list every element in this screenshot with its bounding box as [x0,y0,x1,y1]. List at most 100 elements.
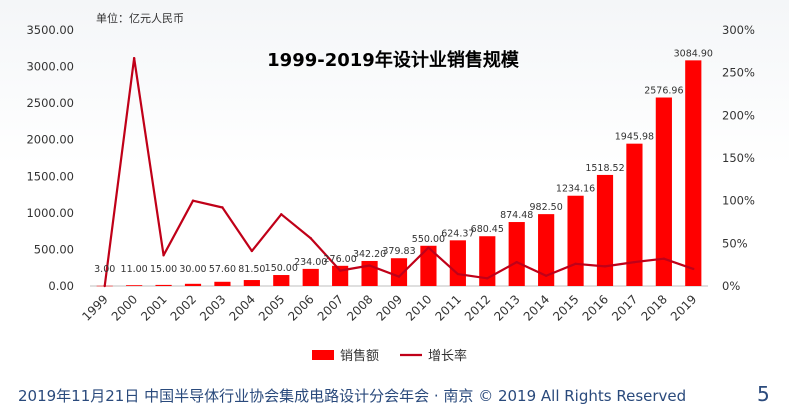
bar-2009 [390,258,408,286]
footer-text: 2019年11月21日 中国半导体行业协会集成电路设计分会年会 · 南京 © 2… [18,387,687,405]
growth-rate-point-2014 [544,274,548,277]
growth-rate-point-2001 [162,254,165,257]
bar-2005 [273,275,290,286]
bar-2001 [155,284,172,286]
legend-label-sales: 销售额 [340,348,379,364]
y-right-tick-label: 250% [722,66,755,80]
x-tick-label: 2017 [609,292,640,323]
x-tick-label: 2016 [580,292,611,323]
bar-2011 [449,240,466,286]
bar-2018 [655,97,672,286]
growth-rate-point-2004 [250,249,254,253]
bar-value-label: 234.00 [294,257,327,268]
x-tick-label: 2006 [285,292,316,323]
y-left-tick-label: 0.00 [48,279,74,293]
x-tick-label: 2001 [138,292,169,323]
x-tick-label: 2005 [256,292,287,323]
growth-rate-point-2019 [692,267,695,271]
x-tick-label: 2004 [226,292,257,323]
x-tick-label: 2002 [168,292,199,323]
growth-rate-point-2015 [574,262,577,266]
growth-rate-point-2013 [515,260,518,264]
y-right-tick-label: 50% [722,236,748,250]
growth-rate-point-2018 [662,257,666,260]
x-tick-label: 1999 [79,292,110,323]
growth-rate-point-2000 [132,56,136,60]
bar-value-label: 11.00 [121,264,148,275]
bar-value-label: 81.50 [238,264,265,275]
growth-rate-point-2009 [397,275,401,278]
bar-2010 [420,245,437,286]
bar-value-label: 3084.90 [674,48,713,59]
bar-2003 [214,281,231,286]
x-tick-label: 2019 [668,292,699,323]
bar-2015 [567,195,584,286]
bar-value-label: 30.00 [179,264,206,275]
legend-label-growth: 增长率 [428,348,467,364]
x-tick-label: 2011 [432,292,463,323]
growth-rate-point-2007 [338,269,342,272]
page-number: 5 [757,382,770,406]
y-right-tick-label: 200% [722,108,755,122]
y-left-tick-label: 3000.00 [26,60,74,74]
growth-rate-point-2005 [280,213,283,216]
legend-swatch-sales [312,350,334,360]
bar-2012 [479,236,496,286]
x-tick-label: 2015 [550,292,581,323]
bar-2016 [596,174,614,286]
growth-rate-point-2003 [221,206,224,209]
bar-2006 [302,268,319,286]
bar-2000 [126,285,143,286]
growth-rate-point-2010 [427,246,430,249]
bar-value-label: 342.20 [353,249,386,260]
x-tick-label: 2000 [109,292,140,323]
bar-value-label: 2576.96 [644,86,683,97]
bar-value-label: 1234.16 [556,184,595,195]
y-right-tick-label: 150% [722,151,755,165]
bar-value-label: 379.83 [382,246,415,257]
footer: 2019年11月21日 中国半导体行业协会集成电路设计分会年会 · 南京 © 2… [0,381,789,409]
chart-title: 1999-2019年设计业销售规模 [267,49,520,71]
growth-rate-point-2017 [633,260,636,264]
growth-rate-point-2011 [456,272,460,276]
growth-rate-point-2016 [603,265,607,268]
y-right-tick-label: 0% [722,279,740,293]
y-right-tick-label: 100% [722,194,755,208]
unit-label: 单位：亿元人民币 [96,11,184,25]
growth-rate-point-1999 [103,284,106,288]
y-left-tick-label: 1000.00 [26,206,74,220]
x-tick-label: 2003 [197,292,228,323]
bar-2017 [626,143,643,286]
y-left-tick-label: 2500.00 [26,96,74,110]
bar-value-label: 550.00 [412,234,445,245]
y-right-tick-label: 300% [722,23,755,37]
x-tick-label: 2010 [403,292,434,323]
x-tick-label: 2012 [462,292,493,323]
bar-2014 [538,214,555,286]
bar-value-label: 3.00 [94,264,115,275]
growth-rate-point-2008 [368,264,371,267]
sales-chart: 0.00 500.00 1000.00 1500.00 2000.00 2500.00 30… [26,11,755,364]
x-tick-label: 2007 [315,292,346,323]
growth-rate-point-2002 [191,199,195,202]
bar-value-label: 982.50 [530,202,563,213]
growth-rate-point-2006 [309,237,312,240]
bar-2004 [243,280,260,286]
y-left-tick-label: 3500.00 [26,23,74,37]
bar-value-label: 276.00 [324,254,357,265]
bar-2019 [685,60,702,286]
x-tick-label: 2009 [374,292,405,323]
bar-value-label: 57.60 [209,264,236,275]
bar-value-label: 15.00 [150,264,177,275]
x-tick-label: 2008 [344,292,375,323]
x-tick-label: 2014 [521,292,552,323]
y-left-tick-label: 500.00 [34,242,74,256]
y-left-tick-label: 1500.00 [26,169,74,183]
bar-value-label: 150.00 [265,263,298,274]
bar-value-label: 680.45 [471,224,504,235]
bar-2013 [508,222,525,286]
y-left-tick-label: 2000.00 [26,133,74,147]
x-tick-label: 2018 [638,292,669,323]
bar-2002 [184,283,202,286]
